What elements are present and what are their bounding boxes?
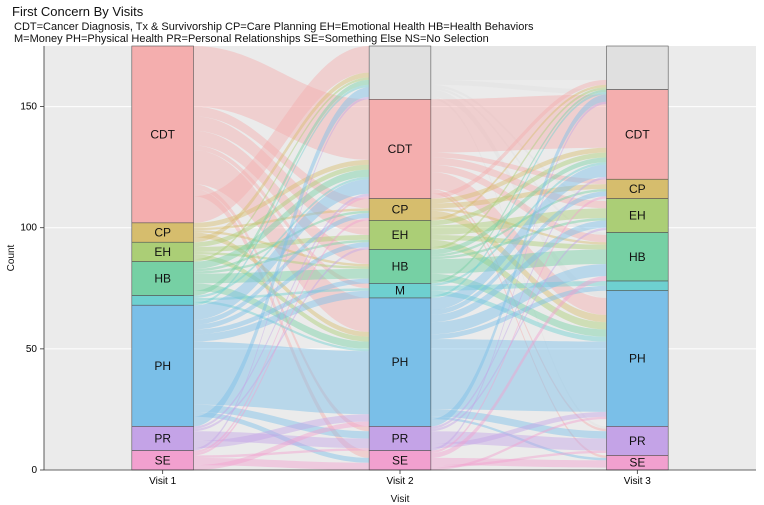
- y-tick-label: 0: [31, 465, 37, 476]
- stratum-label: EH: [154, 245, 171, 259]
- y-axis-label: Count: [6, 244, 17, 271]
- stratum-label: PR: [392, 432, 409, 446]
- stratum-label: PR: [154, 432, 171, 446]
- stratum-label: CP: [154, 226, 171, 240]
- stratum-label: M: [395, 284, 405, 298]
- flow-ribbon: [431, 46, 607, 80]
- flow-ribbon: [431, 339, 607, 412]
- stratum-label: CDT: [388, 142, 413, 156]
- stratum-label: CP: [629, 182, 646, 196]
- stratum-label: CP: [392, 203, 409, 217]
- stratum-label: PR: [629, 434, 646, 448]
- x-tick-label: Visit 1: [149, 476, 176, 487]
- alluvial-chart: First Concern By Visits CDT=Cancer Diagn…: [0, 0, 764, 505]
- chart-svg: 0 50 100 150 Count Visit CDT CP EH HB PH PR SE Visit …: [0, 0, 764, 505]
- stratum-label: SE: [629, 456, 645, 470]
- y-tick-label: 150: [20, 102, 37, 113]
- stratum-label: EH: [392, 228, 409, 242]
- stratum-label: SE: [155, 453, 171, 467]
- stratum-label: CDT: [150, 127, 175, 141]
- x-axis-label: Visit: [391, 494, 410, 505]
- stratum-label: HB: [392, 259, 409, 273]
- y-tick-label: 50: [26, 344, 38, 355]
- stratum-NS: [369, 46, 431, 99]
- y-tick-label: 100: [20, 223, 37, 234]
- stratum-label: HB: [629, 250, 646, 264]
- stratum-label: HB: [154, 272, 171, 286]
- stratum-M: [606, 281, 668, 291]
- stratum-label: PH: [629, 352, 646, 366]
- x-tick-label: Visit 3: [624, 476, 651, 487]
- x-tick-label: Visit 2: [386, 476, 413, 487]
- stratum-NS: [606, 46, 668, 90]
- stratum-M: [132, 296, 194, 306]
- stratum-label: EH: [629, 209, 646, 223]
- stratum-label: SE: [392, 453, 408, 467]
- stratum-label: CDT: [625, 127, 650, 141]
- stratum-label: PH: [392, 355, 409, 369]
- stratum-label: PH: [154, 359, 171, 373]
